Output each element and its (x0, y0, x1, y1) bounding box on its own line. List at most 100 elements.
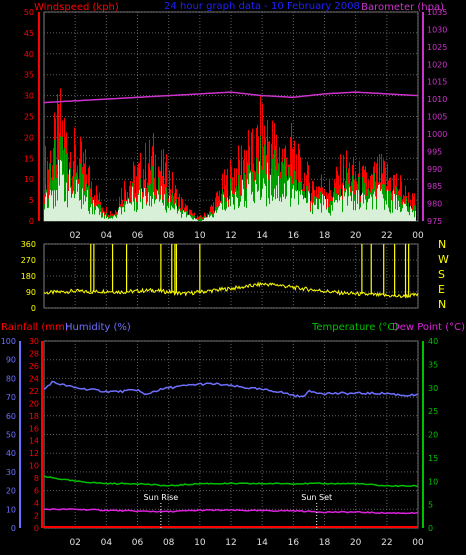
time-tick-label: 20 (350, 538, 362, 548)
temperature-tick-label: 25 (428, 407, 438, 416)
rainfall-axis-title: Rainfall (mm) (1, 322, 69, 333)
windspeed-tick-label: 0 (29, 217, 34, 226)
compass-label: N (438, 298, 446, 311)
rainfall-tick-label: 20 (29, 399, 39, 408)
rainfall-tick-label: 14 (29, 437, 39, 446)
rainfall-tick-label: 18 (29, 412, 39, 421)
windspeed-tick-label: 25 (24, 113, 34, 122)
humidity-line (43, 380, 419, 398)
dewpoint-axis-title: Dew Point (°C) (392, 322, 465, 333)
time-tick-label: 12 (225, 538, 236, 548)
rainfall-tick-label: 26 (29, 362, 39, 371)
barometer-tick-label: 975 (427, 217, 442, 226)
time-tick-label: 06 (132, 538, 144, 548)
barometer-tick-label: 985 (427, 182, 442, 191)
temperature-tick-label: 30 (428, 384, 438, 393)
time-tick-label: 16 (288, 231, 300, 241)
windspeed-tick-label: 45 (24, 29, 34, 38)
windspeed-tick-label: 35 (24, 71, 34, 80)
direction-tick-label: 0 (31, 304, 36, 313)
temp-humidity-panel: 0102030405060708090100024681012141618202… (1, 337, 438, 548)
time-tick-label: 02 (69, 231, 80, 241)
compass-label: S (438, 268, 445, 281)
rainfall-tick-label: 24 (29, 374, 39, 383)
barometer-tick-label: 980 (427, 200, 442, 209)
barometer-tick-label: 1020 (427, 60, 447, 69)
dewpoint-line (43, 508, 419, 515)
time-tick-label: 16 (288, 538, 300, 548)
humidity-tick-label: 0 (11, 524, 16, 533)
barometer-tick-label: 1015 (427, 78, 447, 87)
windspeed-tick-label: 50 (24, 8, 34, 17)
compass-label: W (438, 253, 449, 266)
sun-set-label: Sun Set (301, 493, 332, 502)
humidity-tick-label: 70 (6, 393, 16, 402)
barometer-tick-label: 1035 (427, 8, 447, 17)
barometer-tick-label: 990 (427, 165, 442, 174)
barometer-tick-label: 995 (427, 147, 442, 156)
rainfall-tick-label: 6 (34, 487, 39, 496)
humidity-axis-title: Humidity (%) (65, 322, 131, 333)
time-tick-label: 12 (225, 231, 236, 241)
rainfall-tick-label: 22 (29, 387, 39, 396)
windspeed-tick-label: 30 (24, 92, 34, 101)
time-tick-label: 10 (194, 538, 206, 548)
temperature-tick-label: 5 (428, 501, 433, 510)
wind-direction-line (43, 281, 419, 299)
time-tick-label: 20 (350, 231, 362, 241)
time-tick-label: 06 (132, 231, 144, 241)
time-tick-label: 18 (319, 538, 331, 548)
rainfall-tick-label: 10 (29, 462, 39, 471)
direction-tick-label: 360 (21, 240, 36, 249)
time-tick-label: 22 (381, 231, 392, 241)
rainfall-tick-label: 30 (29, 337, 39, 346)
windspeed-tick-label: 5 (29, 196, 34, 205)
humidity-tick-label: 20 (6, 487, 16, 496)
barometer-tick-label: 1010 (427, 95, 447, 104)
wind-panel: 0510152025303540455097598098599099510001… (24, 8, 448, 241)
direction-tick-label: 270 (21, 256, 36, 265)
windspeed-tick-label: 40 (24, 50, 34, 59)
temperature-tick-label: 20 (428, 431, 438, 440)
time-tick-label: 22 (381, 538, 392, 548)
time-tick-label: 10 (194, 231, 206, 241)
rainfall-tick-label: 2 (34, 512, 39, 521)
barometer-axis-title: Barometer (hpa) (361, 2, 444, 13)
barometer-tick-label: 1030 (427, 25, 447, 34)
temperature-axis-title: Temperature (°C) (311, 322, 398, 333)
humidity-tick-label: 50 (6, 431, 16, 440)
humidity-tick-label: 30 (6, 468, 16, 477)
direction-tick-label: 90 (26, 288, 36, 297)
windspeed-axis-title: Windspeed (kph) (34, 2, 119, 13)
time-tick-label: 02 (69, 538, 80, 548)
windspeed-tick-label: 20 (24, 133, 34, 142)
humidity-tick-label: 40 (6, 449, 16, 458)
windspeed-tick-label: 15 (24, 154, 34, 163)
barometer-tick-label: 1005 (427, 113, 447, 122)
barometer-tick-label: 1000 (427, 130, 447, 139)
temperature-tick-label: 40 (428, 337, 438, 346)
rainfall-tick-label: 16 (29, 424, 39, 433)
compass-label: E (438, 283, 445, 296)
time-tick-label: 18 (319, 231, 331, 241)
barometer-tick-label: 1025 (427, 43, 447, 52)
humidity-tick-label: 90 (6, 356, 16, 365)
humidity-tick-label: 80 (6, 374, 16, 383)
humidity-tick-label: 60 (6, 412, 16, 421)
temperature-tick-label: 0 (428, 524, 433, 533)
rainfall-tick-label: 8 (34, 474, 39, 483)
graph-title: 24 hour graph data - 10 February 2008 (164, 1, 360, 12)
sun-rise-label: Sun Rise (144, 493, 179, 502)
temperature-tick-label: 15 (428, 454, 438, 463)
rainfall-tick-label: 4 (34, 499, 39, 508)
time-tick-label: 04 (101, 231, 113, 241)
temperature-tick-label: 10 (428, 477, 438, 486)
barometer-line (43, 91, 419, 104)
humidity-tick-label: 100 (1, 337, 16, 346)
temperature-tick-label: 35 (428, 360, 438, 369)
rainfall-tick-label: 0 (34, 524, 39, 533)
time-tick-label: 08 (163, 538, 175, 548)
time-tick-label: 00 (412, 231, 424, 241)
